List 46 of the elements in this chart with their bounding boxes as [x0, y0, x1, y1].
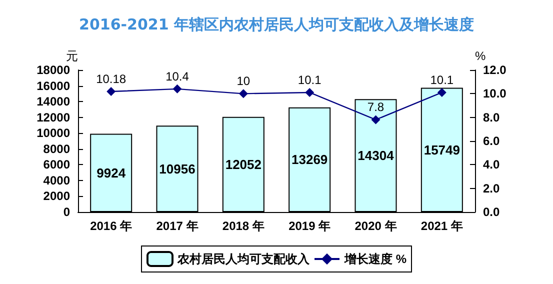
- point: [172, 84, 182, 94]
- y-tick-label: 16000: [36, 78, 70, 93]
- y-tick-label: 0: [63, 205, 70, 219]
- data-label: 9924: [96, 165, 126, 180]
- data-label: 12052: [225, 156, 262, 172]
- y-tick-label: 12000: [36, 110, 70, 124]
- x-tick-label: 2017 年: [156, 219, 198, 233]
- y2-tick-label: 12.0: [483, 63, 507, 77]
- x-tick-label: 2021 年: [420, 219, 463, 233]
- point: [106, 87, 116, 96]
- y-axis-title: 元: [66, 49, 78, 63]
- y2-tick-label: 2.0: [483, 181, 500, 196]
- data-label: 10.1: [430, 72, 454, 87]
- x-tick-label: 2018 年: [222, 219, 264, 233]
- data-label: 10.4: [166, 69, 190, 84]
- data-label: 14304: [358, 148, 395, 164]
- x-tick-label: 2016 年: [90, 219, 132, 233]
- y-tick-label: 2000: [43, 189, 70, 204]
- y-tick-label: 18000: [36, 63, 70, 77]
- y2-tick-label: 8.0: [483, 110, 500, 124]
- y-tick-label: 6000: [43, 158, 70, 172]
- x-tick-label: 2020 年: [354, 219, 397, 233]
- y2-tick-label: 10.0: [483, 86, 507, 101]
- y2-axis-title: %: [475, 49, 486, 63]
- data-label: 10.18: [96, 72, 126, 86]
- y-tick-label: 14000: [36, 94, 70, 109]
- data-label: 15749: [424, 142, 460, 158]
- data-label: 13269: [292, 152, 328, 168]
- y-tick-label: 4000: [43, 173, 70, 188]
- y-tick-label: 10000: [36, 126, 70, 140]
- point: [305, 88, 314, 97]
- point: [437, 88, 446, 97]
- legend-label: 增长速度 %: [344, 252, 407, 266]
- data-label: 10: [236, 74, 250, 88]
- data-label: 7.8: [367, 100, 384, 114]
- y2-tick-label: 0.0: [483, 205, 500, 219]
- x-tick-label: 2019 年: [288, 219, 331, 233]
- y2-tick-label: 6.0: [483, 134, 500, 148]
- data-label: 10.1: [298, 72, 322, 87]
- point: [238, 89, 248, 98]
- chart-title: 2016-2021 年辖区内农村居民人均可支配收入及增长速度: [79, 16, 474, 34]
- point: [371, 115, 380, 124]
- legend-label: 农村居民人均可支配收入: [176, 252, 310, 266]
- y-tick-label: 8000: [43, 142, 70, 156]
- y2-tick-label: 4.0: [483, 158, 500, 172]
- data-label: 10956: [159, 161, 196, 176]
